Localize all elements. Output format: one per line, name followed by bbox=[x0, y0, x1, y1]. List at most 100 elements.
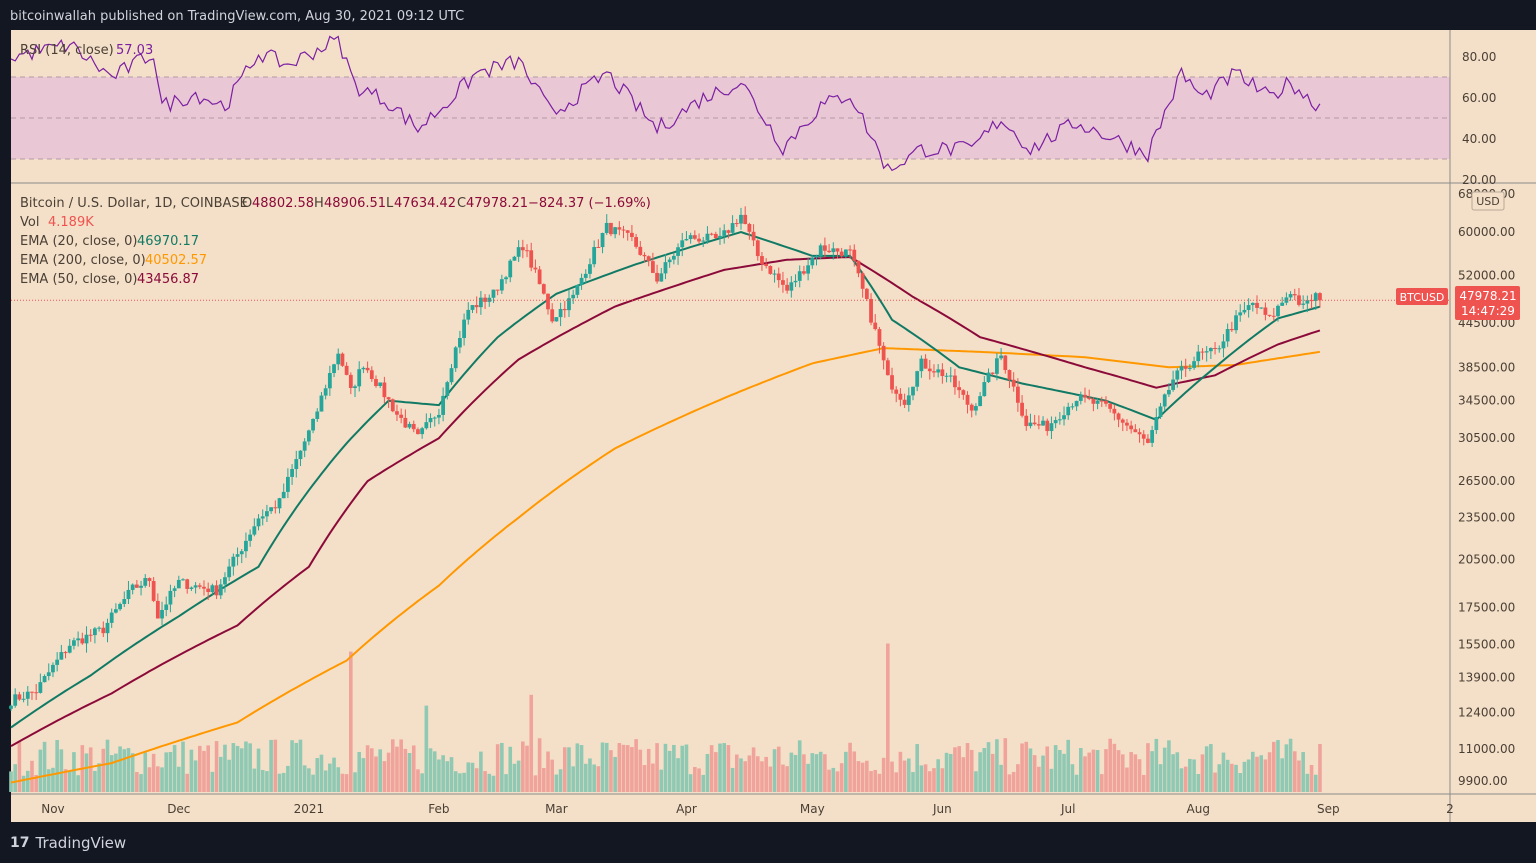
volume-bar bbox=[722, 743, 727, 792]
volume-bar bbox=[881, 757, 886, 792]
volume-bar bbox=[277, 773, 282, 792]
candle-body bbox=[361, 367, 366, 370]
volume-bar bbox=[1028, 748, 1033, 792]
candle-body bbox=[588, 264, 592, 274]
candle-body bbox=[957, 387, 962, 391]
candle-body bbox=[382, 382, 387, 398]
candle-body bbox=[1125, 422, 1129, 426]
candle-body bbox=[919, 358, 924, 372]
candle-body bbox=[705, 233, 710, 241]
candle-body bbox=[294, 459, 299, 470]
candle-body bbox=[1288, 294, 1293, 298]
candle-body bbox=[546, 293, 550, 310]
x-axis-area[interactable] bbox=[11, 794, 1450, 822]
candle-body bbox=[193, 585, 198, 588]
volume-bar bbox=[655, 743, 659, 792]
candle-body bbox=[932, 371, 936, 373]
candle-body bbox=[1070, 406, 1075, 408]
volume-bar bbox=[328, 763, 332, 792]
candle-body bbox=[1263, 307, 1268, 315]
candle-body bbox=[579, 277, 584, 286]
price-tick-label: 20500.00 bbox=[1458, 552, 1515, 566]
volume-bar bbox=[38, 749, 43, 792]
candle-body bbox=[34, 692, 39, 694]
volume-bar bbox=[1007, 774, 1012, 792]
candle-body bbox=[902, 399, 907, 405]
candle-body bbox=[688, 235, 693, 240]
volume-bar bbox=[948, 753, 953, 792]
volume-bar bbox=[210, 771, 215, 792]
candle-body bbox=[827, 250, 831, 253]
candle-body bbox=[1045, 420, 1050, 432]
volume-bar bbox=[252, 768, 257, 792]
candle-body bbox=[1255, 302, 1259, 308]
volume-bar bbox=[273, 739, 278, 792]
time-tick-label: Dec bbox=[167, 802, 190, 816]
volume-bar bbox=[634, 739, 638, 792]
candle-body bbox=[344, 365, 349, 375]
volume-bar bbox=[30, 760, 34, 792]
volume-bar bbox=[353, 772, 357, 792]
candle-body bbox=[1129, 425, 1134, 430]
volume-bar bbox=[93, 770, 97, 792]
candle-body bbox=[109, 612, 114, 623]
volume-bar bbox=[772, 749, 777, 792]
candle-body bbox=[185, 579, 190, 589]
candle-body bbox=[630, 232, 634, 238]
candle-body bbox=[575, 285, 580, 295]
low-label: L bbox=[386, 196, 394, 211]
candle-body bbox=[923, 358, 928, 369]
volume-bar bbox=[88, 747, 93, 792]
candle-body bbox=[550, 309, 555, 322]
volume-bar bbox=[1032, 755, 1037, 792]
candle-body bbox=[541, 284, 546, 294]
volume-bar bbox=[504, 774, 508, 792]
candle-body bbox=[76, 638, 81, 641]
candle-body bbox=[974, 406, 978, 411]
candle-body bbox=[562, 308, 567, 311]
candle-body bbox=[760, 256, 764, 264]
volume-bar bbox=[260, 769, 265, 792]
volume-bar bbox=[1125, 767, 1129, 792]
candle-body bbox=[449, 368, 454, 383]
candle-body bbox=[357, 369, 362, 387]
candle-body bbox=[1217, 348, 1222, 350]
candle-body bbox=[1200, 351, 1205, 353]
candle-body bbox=[277, 498, 282, 509]
volume-bar bbox=[776, 746, 781, 792]
candle-body bbox=[982, 382, 987, 397]
price-tick-label: 34500.00 bbox=[1458, 394, 1515, 408]
volume-bar bbox=[1133, 754, 1138, 792]
volume-bar bbox=[76, 775, 80, 792]
y-axis-area[interactable] bbox=[1450, 30, 1536, 822]
candle-body bbox=[890, 375, 894, 390]
candle-body bbox=[353, 386, 357, 388]
candle-body bbox=[21, 698, 26, 700]
candle-body bbox=[995, 358, 999, 374]
volume-value: 4.189K bbox=[48, 215, 94, 230]
volume-bar bbox=[609, 750, 613, 792]
volume-bar bbox=[688, 774, 693, 792]
candle-body bbox=[864, 288, 869, 299]
candle-body bbox=[252, 526, 257, 535]
candle-body bbox=[781, 280, 785, 285]
volume-bar bbox=[139, 774, 143, 792]
candle-body bbox=[659, 273, 664, 282]
candle-body bbox=[311, 418, 315, 431]
volume-bar bbox=[1083, 756, 1087, 792]
candle-body bbox=[1028, 422, 1033, 427]
volume-bar bbox=[1099, 774, 1104, 792]
volume-bar bbox=[734, 754, 739, 792]
volume-bar bbox=[1053, 745, 1058, 792]
candle-body bbox=[600, 233, 605, 248]
volume-bar bbox=[193, 760, 198, 792]
candle-body bbox=[1091, 399, 1096, 404]
volume-bar bbox=[223, 744, 227, 792]
volume-bar bbox=[781, 764, 785, 792]
candle-body bbox=[118, 603, 122, 610]
volume-bar bbox=[84, 753, 89, 792]
candle-body bbox=[978, 396, 983, 407]
volume-bar bbox=[432, 751, 437, 792]
candle-body bbox=[948, 375, 953, 377]
